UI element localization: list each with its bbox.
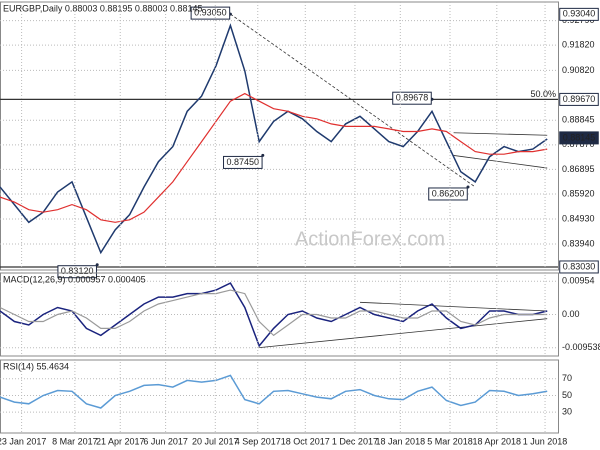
panel-title: MACD(12,26,9) 0.000957 0.000405 bbox=[3, 274, 146, 284]
annotation-label: 0.93050 bbox=[194, 7, 227, 17]
trend-line bbox=[453, 132, 548, 136]
trend-line bbox=[230, 13, 476, 188]
series-line bbox=[0, 23, 548, 255]
x-tick-label: 5 Mar 2018 bbox=[427, 436, 473, 446]
annotation-label-box bbox=[223, 155, 263, 169]
level-label: 0.83030 bbox=[563, 261, 596, 271]
trend-line bbox=[259, 318, 548, 349]
x-tick-label: 20 Jul 2017 bbox=[192, 436, 239, 446]
annotation-label-box bbox=[392, 91, 432, 105]
level-label-box bbox=[559, 7, 599, 21]
x-tick-label: 8 Mar 2017 bbox=[52, 436, 98, 446]
y-tick-label: 0.91820 bbox=[562, 40, 595, 50]
x-tick-label: 18 Oct 2017 bbox=[281, 436, 330, 446]
y-tick-label: 70 bbox=[562, 373, 572, 383]
x-tick-label: 18 Apr 2018 bbox=[473, 436, 522, 446]
annotation-label-box bbox=[190, 6, 231, 20]
annotation-label: 0.86200 bbox=[432, 188, 465, 198]
y-tick-label: 30 bbox=[562, 407, 572, 417]
level-label: 0.88145 bbox=[563, 132, 596, 142]
y-tick-label: 0.85920 bbox=[562, 188, 595, 198]
watermark: ActionForex.com bbox=[295, 228, 445, 250]
annotation-label: 0.83120 bbox=[61, 266, 94, 276]
y-tick-label: 50 bbox=[562, 390, 572, 400]
x-tick-label: 23 Jan 2017 bbox=[0, 436, 46, 446]
panel-frame bbox=[0, 359, 559, 434]
fib-label: 50.0% bbox=[530, 89, 556, 99]
x-tick-label: 4 Sep 2017 bbox=[235, 436, 281, 446]
panel-title: EURGBP,Daily 0.88003 0.88195 0.88003 0.8… bbox=[3, 3, 203, 13]
y-tick-label: 0.86895 bbox=[562, 164, 595, 174]
level-label-box bbox=[559, 260, 599, 274]
level-label: 0.89670 bbox=[563, 94, 596, 104]
level-label-box bbox=[559, 92, 599, 106]
panel-title: RSI(14) 55.4634 bbox=[3, 361, 69, 371]
panel-frame bbox=[0, 1, 559, 271]
series-line bbox=[0, 374, 548, 409]
level-label: 0.93040 bbox=[563, 9, 596, 19]
x-tick-label: 6 Jun 2017 bbox=[143, 436, 188, 446]
x-tick-label: 1 Jun 2018 bbox=[523, 436, 568, 446]
y-tick-label: 0.88845 bbox=[562, 115, 595, 125]
annotation-label-box bbox=[57, 265, 97, 279]
annotation-label-box bbox=[428, 187, 468, 201]
level-label-box bbox=[559, 131, 599, 145]
x-tick-label: 21 Apr 2017 bbox=[96, 436, 145, 446]
x-tick-label: 1 Dec 2017 bbox=[332, 436, 378, 446]
trend-line bbox=[359, 301, 548, 312]
x-tick-label: 18 Jan 2018 bbox=[376, 436, 426, 446]
y-tick-label: 0.83940 bbox=[562, 238, 595, 248]
y-tick-label: 0.00954 bbox=[562, 276, 595, 286]
series-line bbox=[0, 289, 548, 337]
annotation-label: 0.89678 bbox=[396, 93, 429, 103]
y-tick-label: 0.00 bbox=[562, 309, 580, 319]
y-tick-label: 0.90820 bbox=[562, 65, 595, 75]
trend-line bbox=[453, 155, 548, 169]
y-tick-label: -0.009538 bbox=[562, 342, 600, 352]
series-line bbox=[0, 92, 548, 223]
series-line bbox=[0, 282, 548, 348]
y-tick-label: 0.84930 bbox=[562, 213, 595, 223]
annotation-label: 0.87450 bbox=[227, 157, 260, 167]
